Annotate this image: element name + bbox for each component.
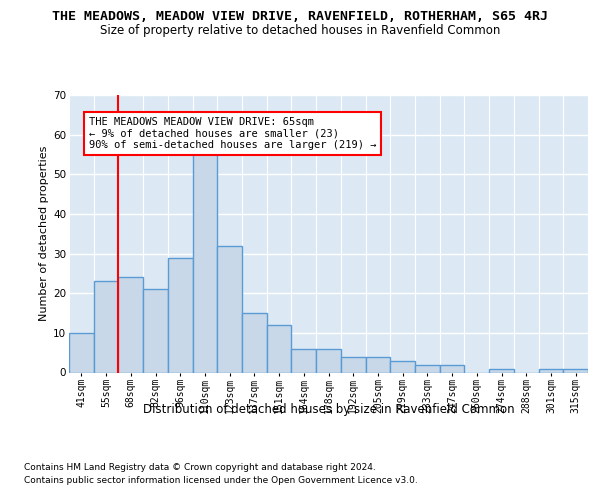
Bar bbox=[168, 258, 193, 372]
Bar bbox=[69, 333, 94, 372]
Bar bbox=[415, 364, 440, 372]
Text: Distribution of detached houses by size in Ravenfield Common: Distribution of detached houses by size … bbox=[143, 402, 515, 415]
Text: THE MEADOWS MEADOW VIEW DRIVE: 65sqm
← 9% of detached houses are smaller (23)
90: THE MEADOWS MEADOW VIEW DRIVE: 65sqm ← 9… bbox=[89, 117, 376, 150]
Bar bbox=[341, 356, 365, 372]
Bar bbox=[316, 348, 341, 372]
Text: THE MEADOWS, MEADOW VIEW DRIVE, RAVENFIELD, ROTHERHAM, S65 4RJ: THE MEADOWS, MEADOW VIEW DRIVE, RAVENFIE… bbox=[52, 10, 548, 23]
Text: Size of property relative to detached houses in Ravenfield Common: Size of property relative to detached ho… bbox=[100, 24, 500, 37]
Y-axis label: Number of detached properties: Number of detached properties bbox=[39, 146, 49, 322]
Bar bbox=[118, 278, 143, 372]
Bar bbox=[365, 356, 390, 372]
Bar bbox=[292, 348, 316, 372]
Bar bbox=[217, 246, 242, 372]
Bar bbox=[242, 313, 267, 372]
Bar bbox=[563, 368, 588, 372]
Bar bbox=[94, 282, 118, 372]
Bar bbox=[390, 360, 415, 372]
Bar bbox=[489, 368, 514, 372]
Bar bbox=[193, 134, 217, 372]
Text: Contains public sector information licensed under the Open Government Licence v3: Contains public sector information licen… bbox=[24, 476, 418, 485]
Bar bbox=[267, 325, 292, 372]
Bar bbox=[539, 368, 563, 372]
Bar bbox=[440, 364, 464, 372]
Text: Contains HM Land Registry data © Crown copyright and database right 2024.: Contains HM Land Registry data © Crown c… bbox=[24, 462, 376, 471]
Bar bbox=[143, 289, 168, 372]
